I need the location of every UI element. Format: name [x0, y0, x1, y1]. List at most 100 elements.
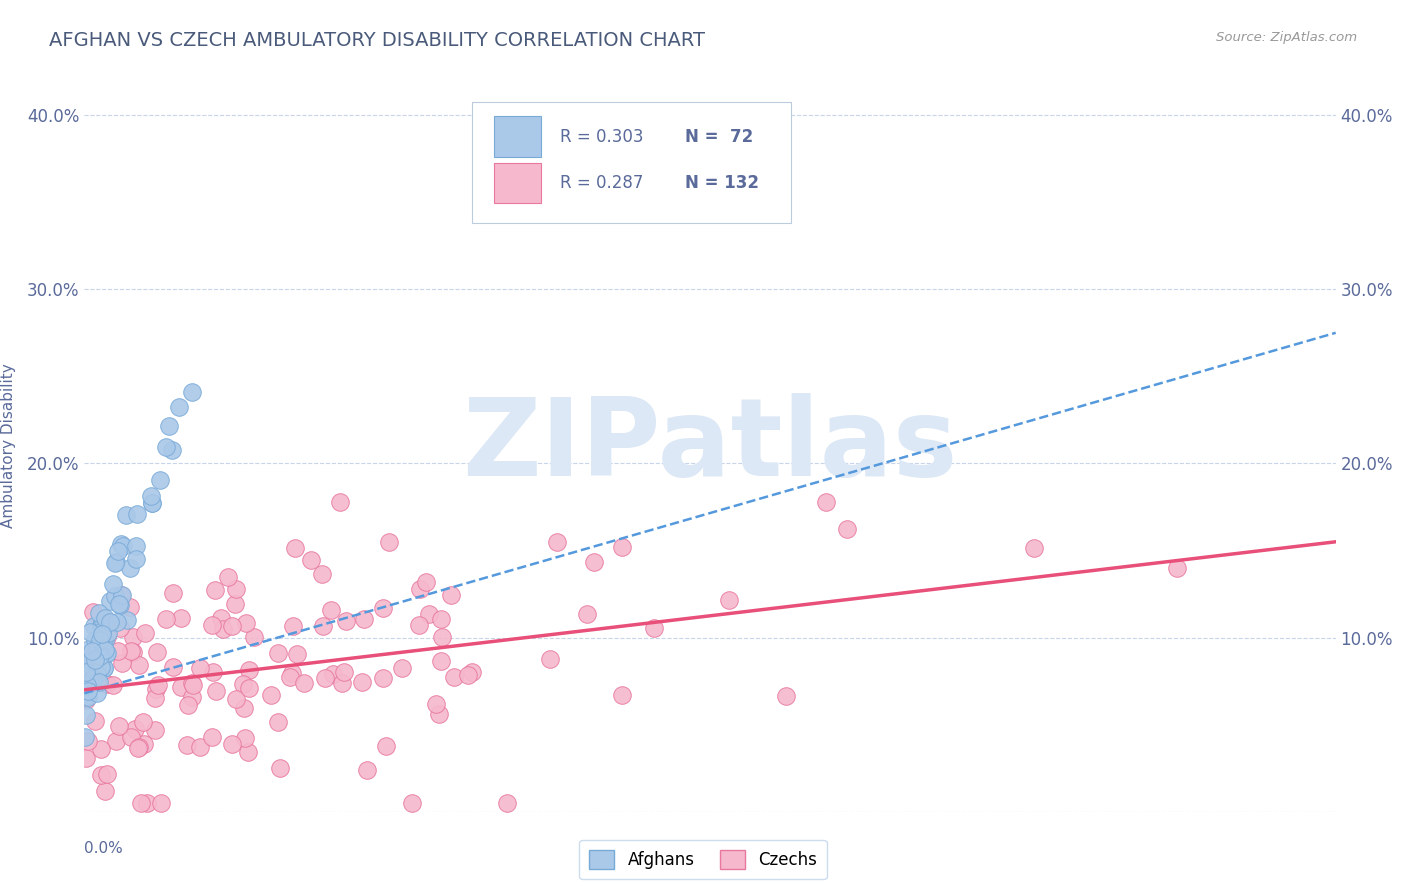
- Point: [188, 661, 211, 675]
- Point: [93, 660, 115, 674]
- Point: [110, 588, 132, 602]
- Text: N =  72: N = 72: [685, 128, 754, 145]
- Point: [610, 540, 633, 554]
- Point: [90, 618, 112, 632]
- Point: [224, 597, 246, 611]
- Point: [238, 681, 260, 695]
- Point: [93, 614, 115, 628]
- Point: [204, 582, 226, 597]
- Point: [94, 633, 117, 648]
- Point: [145, 681, 167, 696]
- Point: [94, 647, 117, 661]
- Point: [121, 630, 143, 644]
- Point: [103, 589, 125, 603]
- Point: [83, 714, 105, 728]
- Point: [104, 734, 127, 748]
- Point: [76, 678, 98, 692]
- Point: [495, 796, 517, 810]
- Point: [235, 615, 257, 630]
- Point: [77, 684, 100, 698]
- Point: [610, 688, 633, 702]
- Point: [160, 442, 183, 457]
- Point: [104, 556, 127, 570]
- Text: ZIPatlas: ZIPatlas: [463, 393, 957, 499]
- Point: [202, 665, 225, 679]
- Point: [89, 606, 111, 620]
- Point: [121, 644, 143, 658]
- Point: [205, 683, 228, 698]
- Point: [125, 552, 148, 566]
- Point: [118, 599, 141, 614]
- Point: [111, 656, 134, 670]
- Point: [94, 784, 117, 798]
- Point: [281, 665, 304, 680]
- Point: [312, 619, 335, 633]
- Point: [149, 796, 172, 810]
- Point: [221, 619, 243, 633]
- Point: [391, 661, 413, 675]
- Point: [188, 740, 211, 755]
- Point: [75, 679, 97, 693]
- Point: [90, 742, 112, 756]
- Point: [371, 601, 394, 615]
- Point: [221, 738, 243, 752]
- Text: R = 0.303: R = 0.303: [560, 128, 644, 145]
- Point: [97, 626, 120, 640]
- Point: [75, 665, 97, 680]
- Point: [330, 675, 353, 690]
- Point: [217, 569, 239, 583]
- Point: [80, 649, 103, 664]
- Point: [89, 649, 111, 664]
- Point: [162, 659, 184, 673]
- Point: [162, 586, 184, 600]
- Point: [86, 666, 108, 681]
- Point: [374, 739, 396, 754]
- Point: [75, 643, 97, 657]
- Point: [83, 653, 105, 667]
- Point: [96, 677, 118, 691]
- Point: [90, 659, 112, 673]
- Point: [98, 594, 121, 608]
- Point: [90, 768, 112, 782]
- Point: [643, 620, 665, 634]
- Point: [267, 646, 290, 660]
- Point: [269, 761, 291, 775]
- Point: [91, 635, 114, 649]
- Point: [145, 645, 167, 659]
- Point: [132, 737, 155, 751]
- Point: [127, 508, 149, 522]
- Point: [285, 647, 308, 661]
- Bar: [494, 162, 541, 202]
- Point: [105, 554, 128, 568]
- Point: [114, 508, 136, 522]
- Point: [329, 494, 352, 508]
- Point: [233, 701, 256, 715]
- Point: [101, 576, 124, 591]
- Point: [90, 624, 112, 638]
- Point: [110, 537, 132, 551]
- Point: [356, 764, 378, 778]
- Point: [93, 624, 115, 639]
- Point: [94, 611, 117, 625]
- Point: [538, 652, 561, 666]
- Point: [429, 612, 451, 626]
- Point: [775, 689, 797, 703]
- Point: [107, 719, 129, 733]
- Point: [83, 619, 105, 633]
- Point: [96, 646, 118, 660]
- Point: [76, 734, 98, 748]
- Point: [91, 627, 114, 641]
- Point: [79, 625, 101, 640]
- Point: [112, 539, 135, 553]
- Point: [176, 738, 198, 752]
- Point: [149, 473, 172, 487]
- Point: [180, 676, 202, 690]
- Point: [127, 741, 149, 756]
- Point: [80, 653, 103, 667]
- Point: [835, 522, 858, 536]
- Y-axis label: Ambulatory Disability: Ambulatory Disability: [1, 364, 15, 528]
- Text: AFGHAN VS CZECH AMBULATORY DISABILITY CORRELATION CHART: AFGHAN VS CZECH AMBULATORY DISABILITY CO…: [49, 31, 706, 50]
- Point: [430, 654, 453, 668]
- Point: [209, 610, 232, 624]
- Point: [238, 663, 260, 677]
